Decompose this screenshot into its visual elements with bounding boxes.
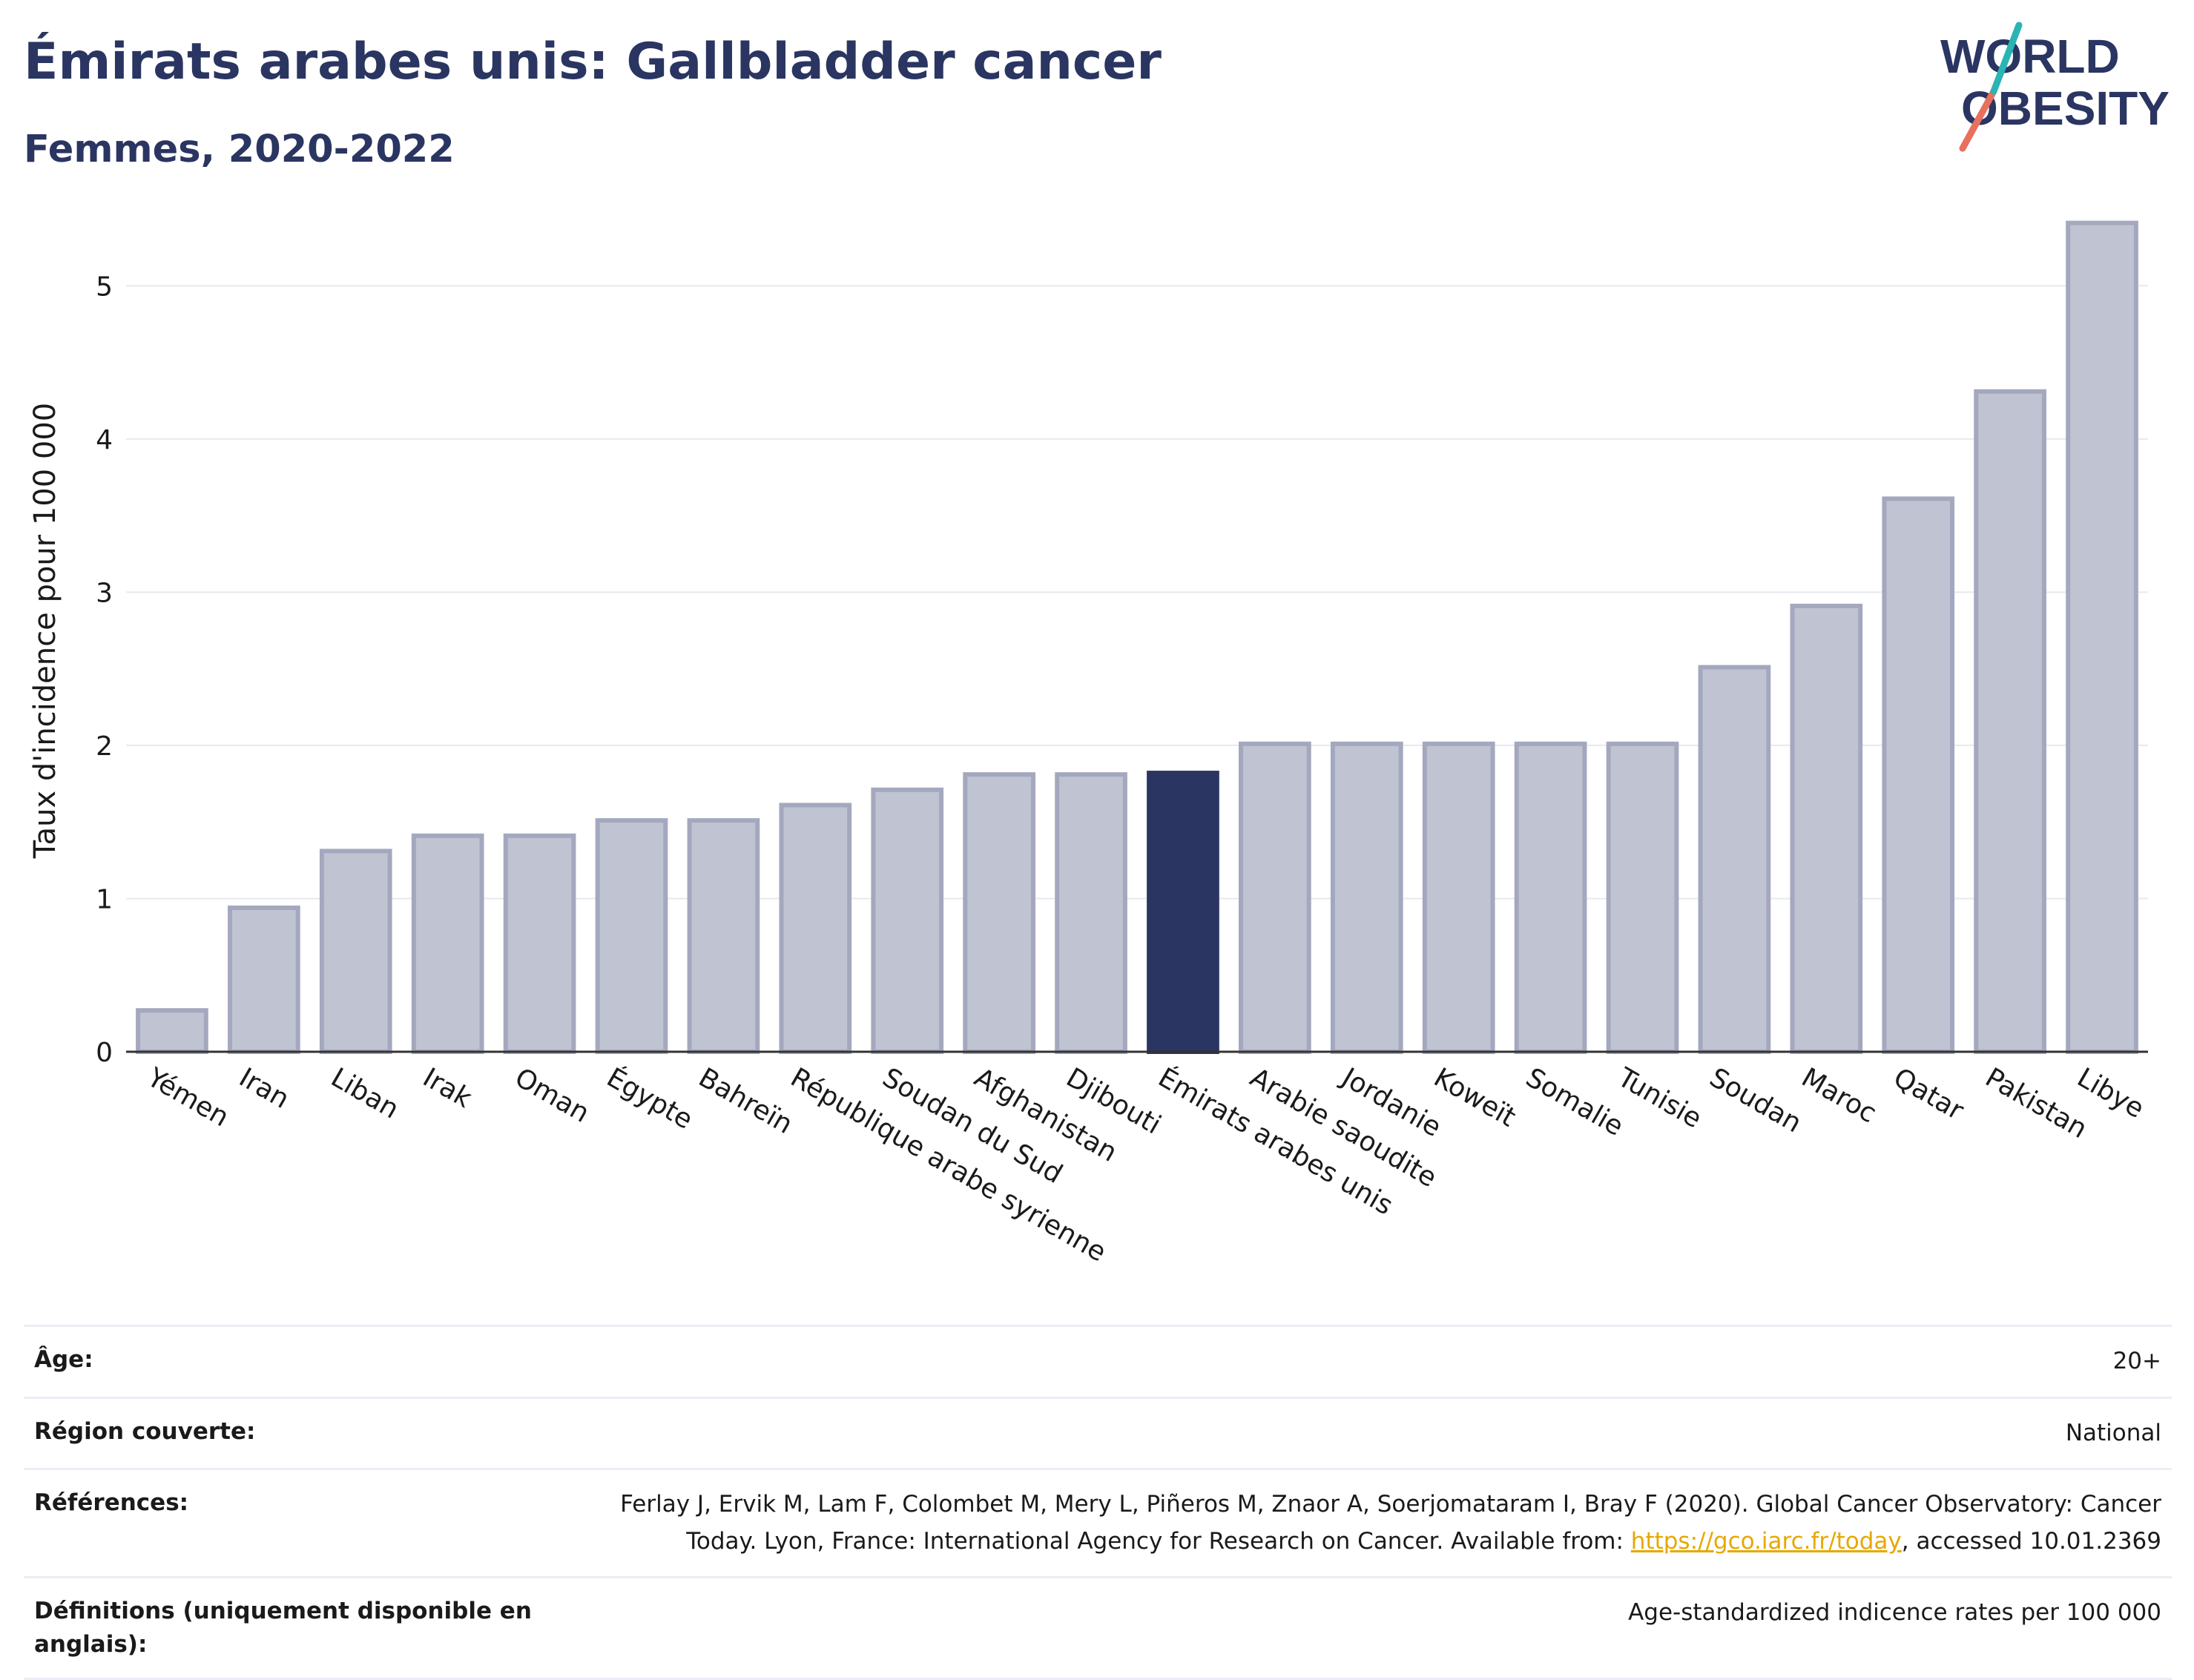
info-row-age: Âge: 20+ [24, 1325, 2172, 1397]
bar-chart: 0 1 2 3 4 5 Yémen Iran Liban Irak Oman ÉgypteBahre… [28, 220, 2149, 1268]
bar [503, 833, 576, 1054]
bar [1514, 741, 1587, 1054]
bar [963, 772, 1035, 1054]
bar [1330, 741, 1403, 1054]
x-tick-label: Qatar [1888, 1062, 1969, 1126]
bar [687, 818, 760, 1054]
x-tick-label: Égypte [602, 1061, 698, 1135]
bar [779, 803, 852, 1054]
bar [411, 833, 484, 1054]
region-label: Région couverte: [34, 1417, 256, 1445]
y-tick-label: 4 [96, 425, 113, 455]
definitions-value: Age-standardized indicence rates per 100… [1628, 1599, 2161, 1627]
bar [228, 905, 300, 1055]
bars [136, 220, 2138, 1055]
svg-text:WORLD: WORLD [1940, 30, 2120, 83]
bar [1974, 389, 2046, 1054]
bar [319, 849, 392, 1054]
age-value: 20+ [2112, 1348, 2161, 1374]
region-value: National [2065, 1419, 2161, 1446]
x-tick-label: Oman [510, 1062, 594, 1129]
references-text-1: Ferlay J, Ervik M, Lam F, Colombet M, Me… [620, 1491, 2161, 1518]
bar [136, 1008, 208, 1055]
bar [1147, 771, 1219, 1054]
bar [1422, 741, 1495, 1054]
x-tick-label: Tunisie [1612, 1062, 1707, 1135]
x-tick-label: Yémen [142, 1062, 234, 1133]
references-link[interactable]: https://gco.iarc.fr/today [1630, 1527, 1902, 1555]
x-tick-label: Iran [234, 1062, 294, 1115]
x-tick-label: Irak [418, 1062, 477, 1114]
bar [1790, 603, 1863, 1054]
x-tick-labels: Yémen Iran Liban Irak Oman ÉgypteBahreïnRépub… [142, 1061, 2149, 1268]
y-tick-labels: 0 1 2 3 4 5 [96, 271, 113, 1068]
info-row-region: Région couverte: National [24, 1396, 2172, 1469]
bar [871, 787, 944, 1054]
y-axis-title: Taux d'incidence pour 100 000 [28, 403, 62, 859]
x-tick-label: Soudan [1704, 1062, 1807, 1139]
y-tick-label: 2 [96, 731, 113, 762]
chart-subtitle: Femmes, 2020-2022 [24, 128, 455, 171]
bar [1882, 496, 1955, 1054]
y-tick-label: 1 [96, 884, 113, 915]
info-row-references: Références: Ferlay J, Ervik M, Lam F, Co… [24, 1468, 2172, 1576]
x-tick-label: Liban [326, 1062, 403, 1124]
x-tick-label: Pakistan [1980, 1062, 2092, 1144]
chart-title: Émirats arabes unis: Gallbladder cancer [24, 33, 1162, 91]
bar [1239, 741, 1311, 1054]
y-tick-label: 0 [96, 1038, 113, 1068]
x-tick-label: Bahreïn [694, 1062, 797, 1140]
age-label: Âge: [34, 1346, 93, 1373]
info-table: Âge: 20+ Région couverte: National Référ… [24, 1325, 2172, 1680]
bar [2066, 220, 2138, 1054]
references-text-2: Today. Lyon, France: International Agenc… [686, 1527, 1631, 1555]
world-obesity-logo: WORLD OBESITY [1940, 22, 2170, 152]
y-tick-label: 3 [96, 578, 113, 608]
bar [1698, 665, 1771, 1054]
definitions-label: Définitions (uniquement disponible en an… [34, 1598, 532, 1658]
references-text-3: , accessed 10.01.2369 [1901, 1527, 2161, 1555]
references-value: Ferlay J, Ervik M, Lam F, Colombet M, Me… [620, 1486, 2161, 1560]
bar [1055, 772, 1127, 1054]
bar [1606, 741, 1679, 1054]
bar [595, 818, 668, 1054]
x-tick-label: Maroc [1796, 1062, 1882, 1129]
y-tick-label: 5 [96, 271, 113, 302]
info-row-definitions: Définitions (uniquement disponible en an… [24, 1576, 2172, 1680]
x-tick-label: Somalie [1521, 1062, 1628, 1142]
references-label: Références: [34, 1489, 189, 1517]
